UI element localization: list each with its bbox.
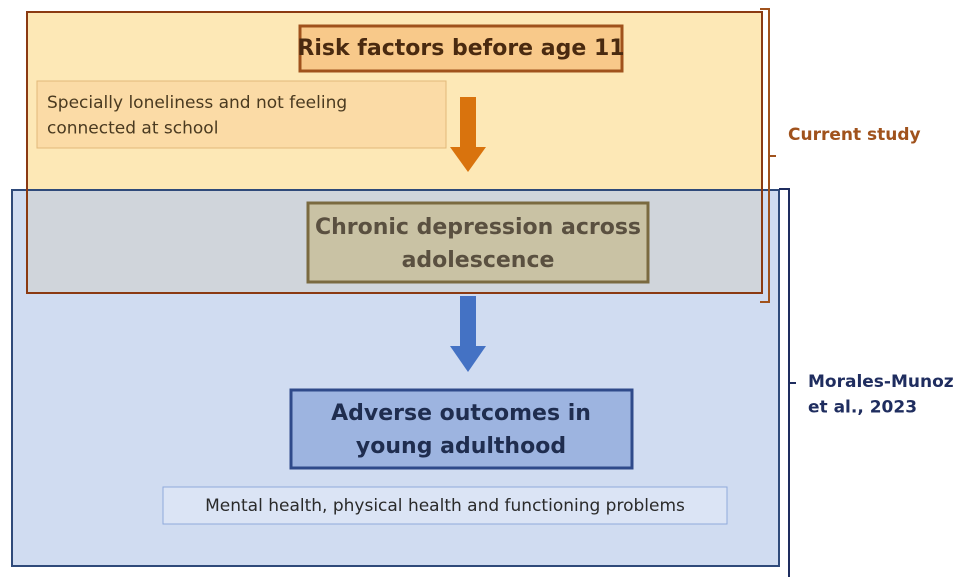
text-line: Specially loneliness and not feeling xyxy=(47,93,347,113)
arrow xyxy=(460,296,476,346)
bracket-label: Current study xyxy=(788,125,921,145)
node-box xyxy=(162,486,728,525)
bracket-label: Morales-Munoz et al., 2023 xyxy=(808,372,954,418)
current-study-border xyxy=(26,11,763,294)
text-line: Chronic depression across xyxy=(315,215,641,240)
text-line: Current study xyxy=(788,125,921,145)
node-box xyxy=(306,201,650,284)
node-box xyxy=(298,24,624,73)
node-label: Mental health, physical health and funct… xyxy=(205,496,685,516)
node-box xyxy=(36,80,447,149)
bracket xyxy=(760,8,776,303)
node-box xyxy=(289,388,634,470)
text-line: Adverse outcomes in xyxy=(331,401,591,426)
text-line: connected at school xyxy=(47,119,218,139)
arrow-head xyxy=(450,147,486,172)
text-line: Mental health, physical health and funct… xyxy=(205,496,685,516)
text-line: Morales-Munoz xyxy=(808,372,954,392)
node-label: Risk factors before age 11 xyxy=(297,36,624,61)
text-line: et al., 2023 xyxy=(808,398,917,418)
bracket xyxy=(779,188,796,577)
text-line: adolescence xyxy=(402,248,555,273)
text-line: Risk factors before age 11 xyxy=(297,36,624,61)
arrow-head xyxy=(450,346,486,372)
text-line: young adulthood xyxy=(356,434,566,459)
node-label: Adverse outcomes in young adulthood xyxy=(331,401,591,459)
arrow xyxy=(460,97,476,147)
node-label: Chronic depression across adolescence xyxy=(315,215,641,273)
node-label: Specially loneliness and not feeling conn… xyxy=(47,93,347,139)
